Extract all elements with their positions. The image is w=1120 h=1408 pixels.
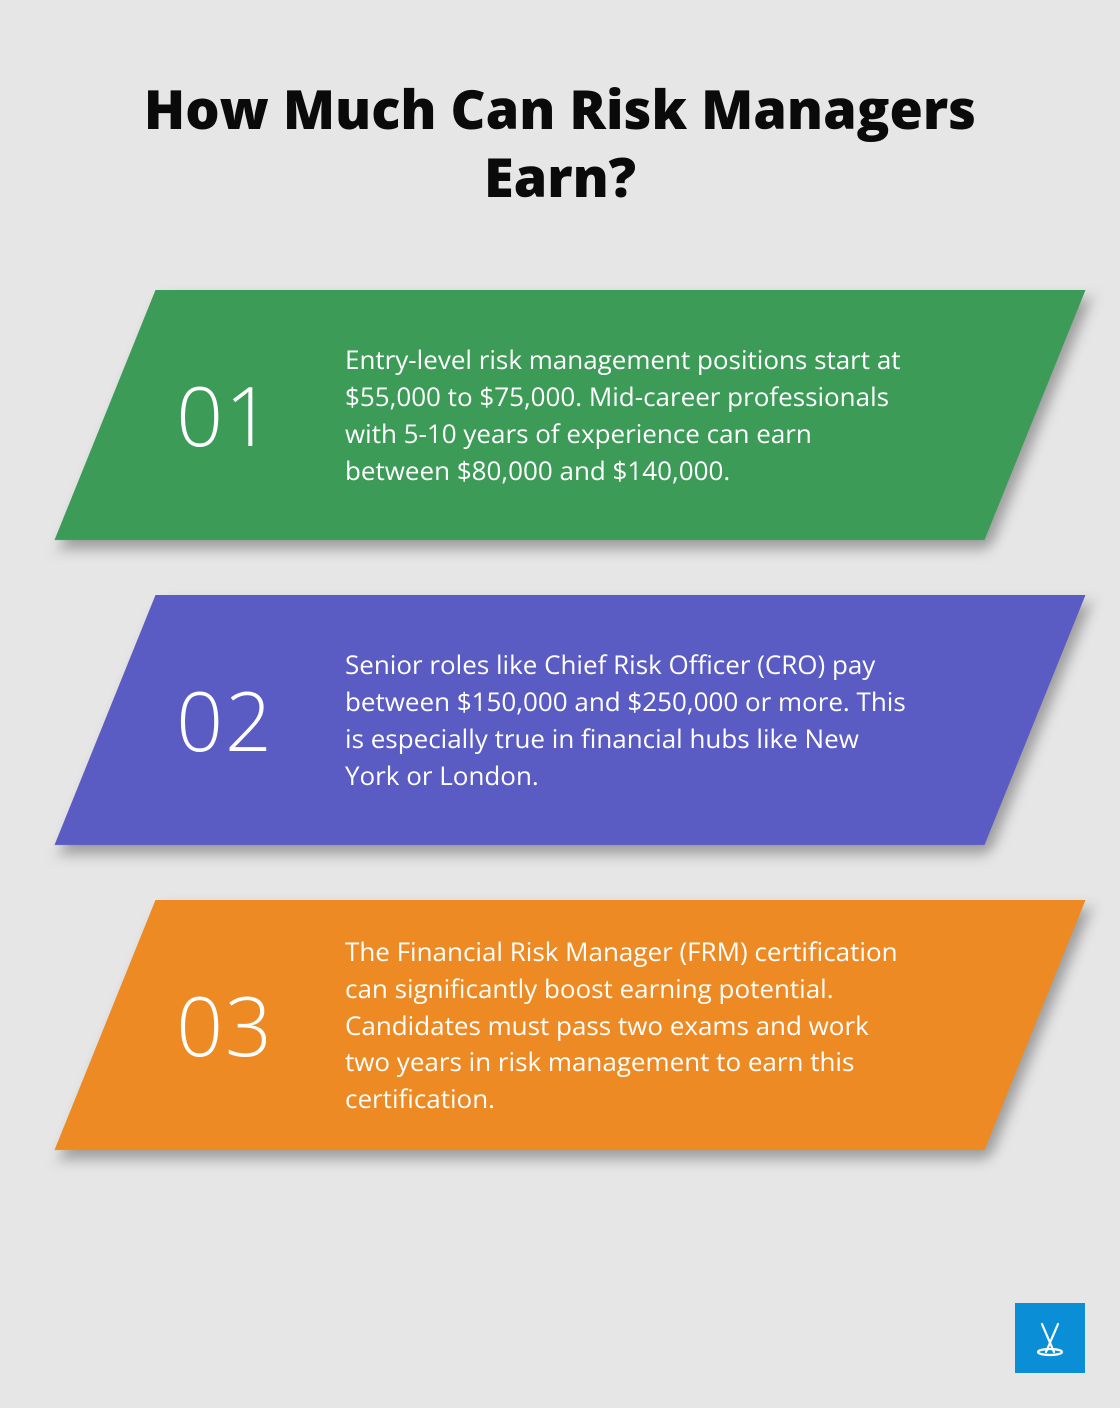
card-01: 01 Entry-level risk management positions… [0, 290, 1120, 540]
card-03: 03 The Financial Risk Manager (FRM) cert… [0, 900, 1120, 1150]
card-01-content: 01 Entry-level risk management positions… [105, 290, 1035, 540]
page-title: How Much Can Risk Managers Earn? [0, 0, 1120, 210]
card-03-content: 03 The Financial Risk Manager (FRM) cert… [105, 900, 1035, 1150]
card-03-number: 03 [105, 969, 345, 1081]
card-02-text: Senior roles like Chief Risk Officer (CR… [345, 646, 1035, 794]
brand-logo [1015, 1303, 1085, 1373]
card-01-text: Entry-level risk management positions st… [345, 341, 1035, 489]
card-02-content: 02 Senior roles like Chief Risk Officer … [105, 595, 1035, 845]
card-list: 01 Entry-level risk management positions… [0, 290, 1120, 1150]
card-01-number: 01 [105, 359, 345, 471]
card-02: 02 Senior roles like Chief Risk Officer … [0, 595, 1120, 845]
card-02-number: 02 [105, 664, 345, 776]
card-03-text: The Financial Risk Manager (FRM) certifi… [345, 933, 1035, 1118]
logo-icon [1026, 1314, 1074, 1362]
